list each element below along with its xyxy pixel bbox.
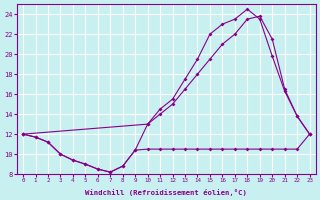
X-axis label: Windchill (Refroidissement éolien,°C): Windchill (Refroidissement éolien,°C) bbox=[85, 189, 247, 196]
